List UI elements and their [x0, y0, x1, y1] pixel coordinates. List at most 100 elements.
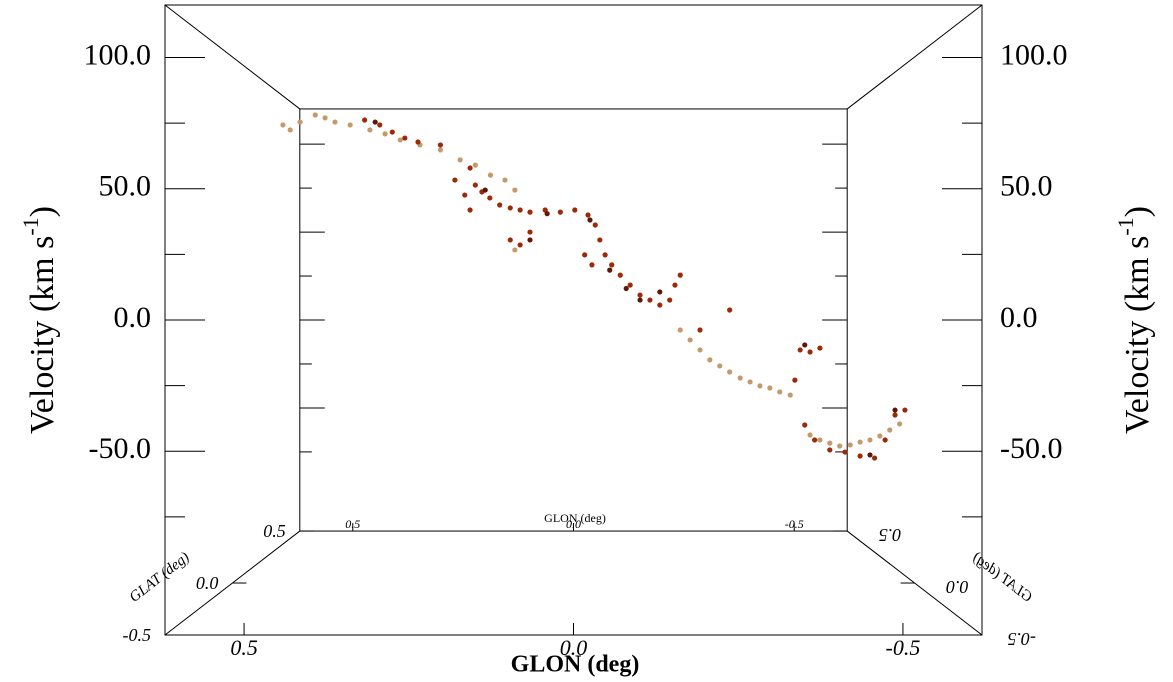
point [677, 272, 683, 278]
y-tick-label: 50.0 [1000, 170, 1053, 203]
point [597, 237, 603, 243]
point [892, 412, 898, 418]
point [872, 455, 878, 461]
point [607, 267, 613, 273]
point [472, 182, 478, 188]
y-tick-label: 100.0 [84, 38, 152, 71]
z-tick-label: 0.0 [196, 573, 219, 593]
z-axis-label-right: GLAT (deg) [969, 549, 1035, 605]
y-label-sup: -1 [1113, 217, 1138, 235]
y-label-end: ) [24, 206, 61, 217]
point [402, 135, 408, 141]
y-tick-label: 0.0 [114, 301, 152, 334]
point [847, 442, 853, 448]
point [697, 327, 703, 333]
point [812, 437, 818, 443]
x-axis-label: GLON (deg) [511, 652, 640, 678]
point [502, 177, 508, 183]
point [817, 437, 823, 443]
point [807, 432, 813, 438]
y-label-sup: -1 [18, 217, 43, 235]
back-frame [299, 108, 848, 532]
point [792, 377, 798, 383]
x-axis-label-back: GLON (deg) [544, 511, 606, 525]
point [837, 443, 843, 449]
z-tick-label: 0.5 [263, 521, 286, 541]
point [882, 437, 888, 443]
point [697, 347, 703, 353]
point [497, 202, 503, 208]
point [517, 242, 523, 248]
point [867, 452, 873, 458]
x-tick-label-back: 0.5 [345, 517, 360, 531]
point [582, 252, 588, 258]
point [802, 422, 808, 428]
point [362, 117, 368, 123]
point [482, 187, 488, 193]
point [512, 187, 518, 193]
x-tick-label-back: 0.0 [566, 517, 581, 531]
point [747, 379, 753, 385]
point [287, 127, 293, 133]
point [507, 205, 513, 211]
point [585, 212, 591, 218]
point [527, 229, 533, 235]
point [902, 407, 908, 413]
point [397, 137, 403, 143]
point [677, 327, 683, 333]
point [657, 302, 663, 308]
point [797, 347, 803, 353]
point [487, 195, 493, 201]
point [717, 363, 723, 369]
point [857, 439, 863, 445]
point [372, 119, 378, 125]
point [415, 139, 421, 145]
point [609, 262, 615, 268]
y-axis-label: Velocity (km s-1) [18, 206, 61, 434]
point [727, 307, 733, 313]
point [457, 157, 463, 163]
x-tick-label-back: -0.5 [785, 517, 804, 531]
point [389, 129, 395, 135]
point [687, 337, 693, 343]
point [544, 211, 550, 217]
point [637, 297, 643, 303]
point [827, 440, 833, 446]
y-tick-label: 50.0 [99, 170, 152, 203]
point [787, 392, 793, 398]
x-tick-label: 0.0 [560, 635, 588, 660]
point [527, 209, 533, 215]
point [727, 369, 733, 375]
point [572, 207, 578, 213]
point [297, 119, 303, 125]
point [367, 127, 373, 133]
point [827, 447, 833, 453]
point [617, 272, 623, 278]
point [627, 282, 633, 288]
point [857, 453, 863, 459]
z-tick-label: 0.0 [946, 577, 969, 597]
box-edge [846, 4, 983, 110]
point [512, 247, 518, 253]
y-tick-label: 100.0 [1000, 38, 1068, 71]
y-label-end: ) [1119, 206, 1156, 217]
point [867, 437, 873, 443]
point [707, 357, 713, 363]
point [527, 237, 533, 243]
z-tick-label: -0.5 [123, 625, 152, 645]
y-label-text: Velocity (km s [24, 236, 61, 434]
point [672, 282, 678, 288]
point [517, 207, 523, 213]
point [452, 177, 458, 183]
point [737, 375, 743, 381]
point [332, 119, 338, 125]
point [767, 385, 773, 391]
point [382, 131, 388, 137]
y-tick-label: 0.0 [1000, 301, 1038, 334]
point [802, 342, 808, 348]
point [892, 407, 898, 413]
x-tick-label: 0.5 [230, 635, 258, 660]
point [817, 345, 823, 351]
y-label-text: Velocity (km s [1119, 236, 1156, 434]
